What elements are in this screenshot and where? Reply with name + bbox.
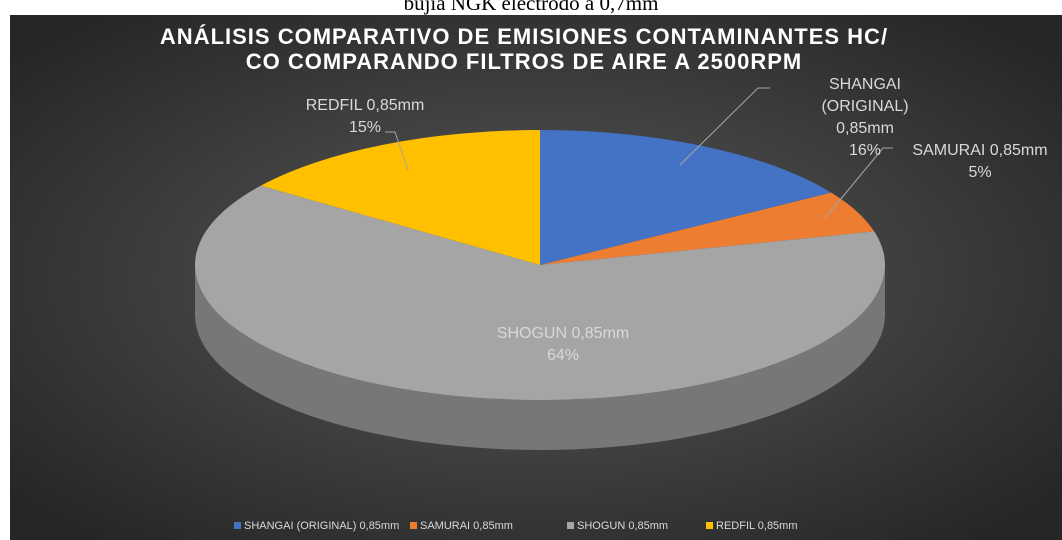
data-label: REDFIL 0,85mm 15% [265,95,465,139]
data-label-value: 64% [546,347,580,364]
data-label: SHOGUN 0,85mm 64% [443,323,683,367]
legend-label: REDFIL 0,85mm [716,520,798,532]
data-label-value: 5% [968,164,992,181]
slice-side [195,265,885,450]
legend: SHANGAI (ORIGINAL) 0,85mm SAMURAI 0,85mm S… [234,520,798,532]
slice [195,185,886,400]
leader-lines [385,87,893,219]
slice [540,130,832,265]
data-label-name: REDFIL 0,85mm [305,97,425,114]
data-label: SAMURAI 0,85mm 5% [880,140,1062,184]
caption: bujía NGK electrodo a 0,7mm [404,0,659,15]
data-label-value: 16% [848,142,882,159]
data-label: SHANGAI (ORIGINAL) 0,85mm 16% [765,74,965,162]
slice [540,192,875,265]
chart-title: CO COMPARANDO FILTROS DE AIRE A 2500RPM [246,49,802,74]
legend-swatch [410,522,417,529]
legend-label: SHOGUN 0,85mm [577,520,668,532]
legend-label: SAMURAI 0,85mm [420,520,513,532]
data-label-name: SAMURAI 0,85mm [912,142,1048,159]
data-label-value: 15% [348,119,382,136]
legend-label: SHANGAI (ORIGINAL) 0,85mm [244,520,399,532]
data-label-name: SHANGAI (ORIGINAL) 0,85mm [821,76,909,137]
slice [260,130,540,265]
legend-swatch [706,522,713,529]
chart-title: ANÁLISIS COMPARATIVO DE EMISIONES CONTAM… [160,24,888,49]
data-label-name: SHOGUN 0,85mm [496,325,630,342]
legend-swatch [234,522,241,529]
legend-swatch [567,522,574,529]
pie [195,130,886,450]
